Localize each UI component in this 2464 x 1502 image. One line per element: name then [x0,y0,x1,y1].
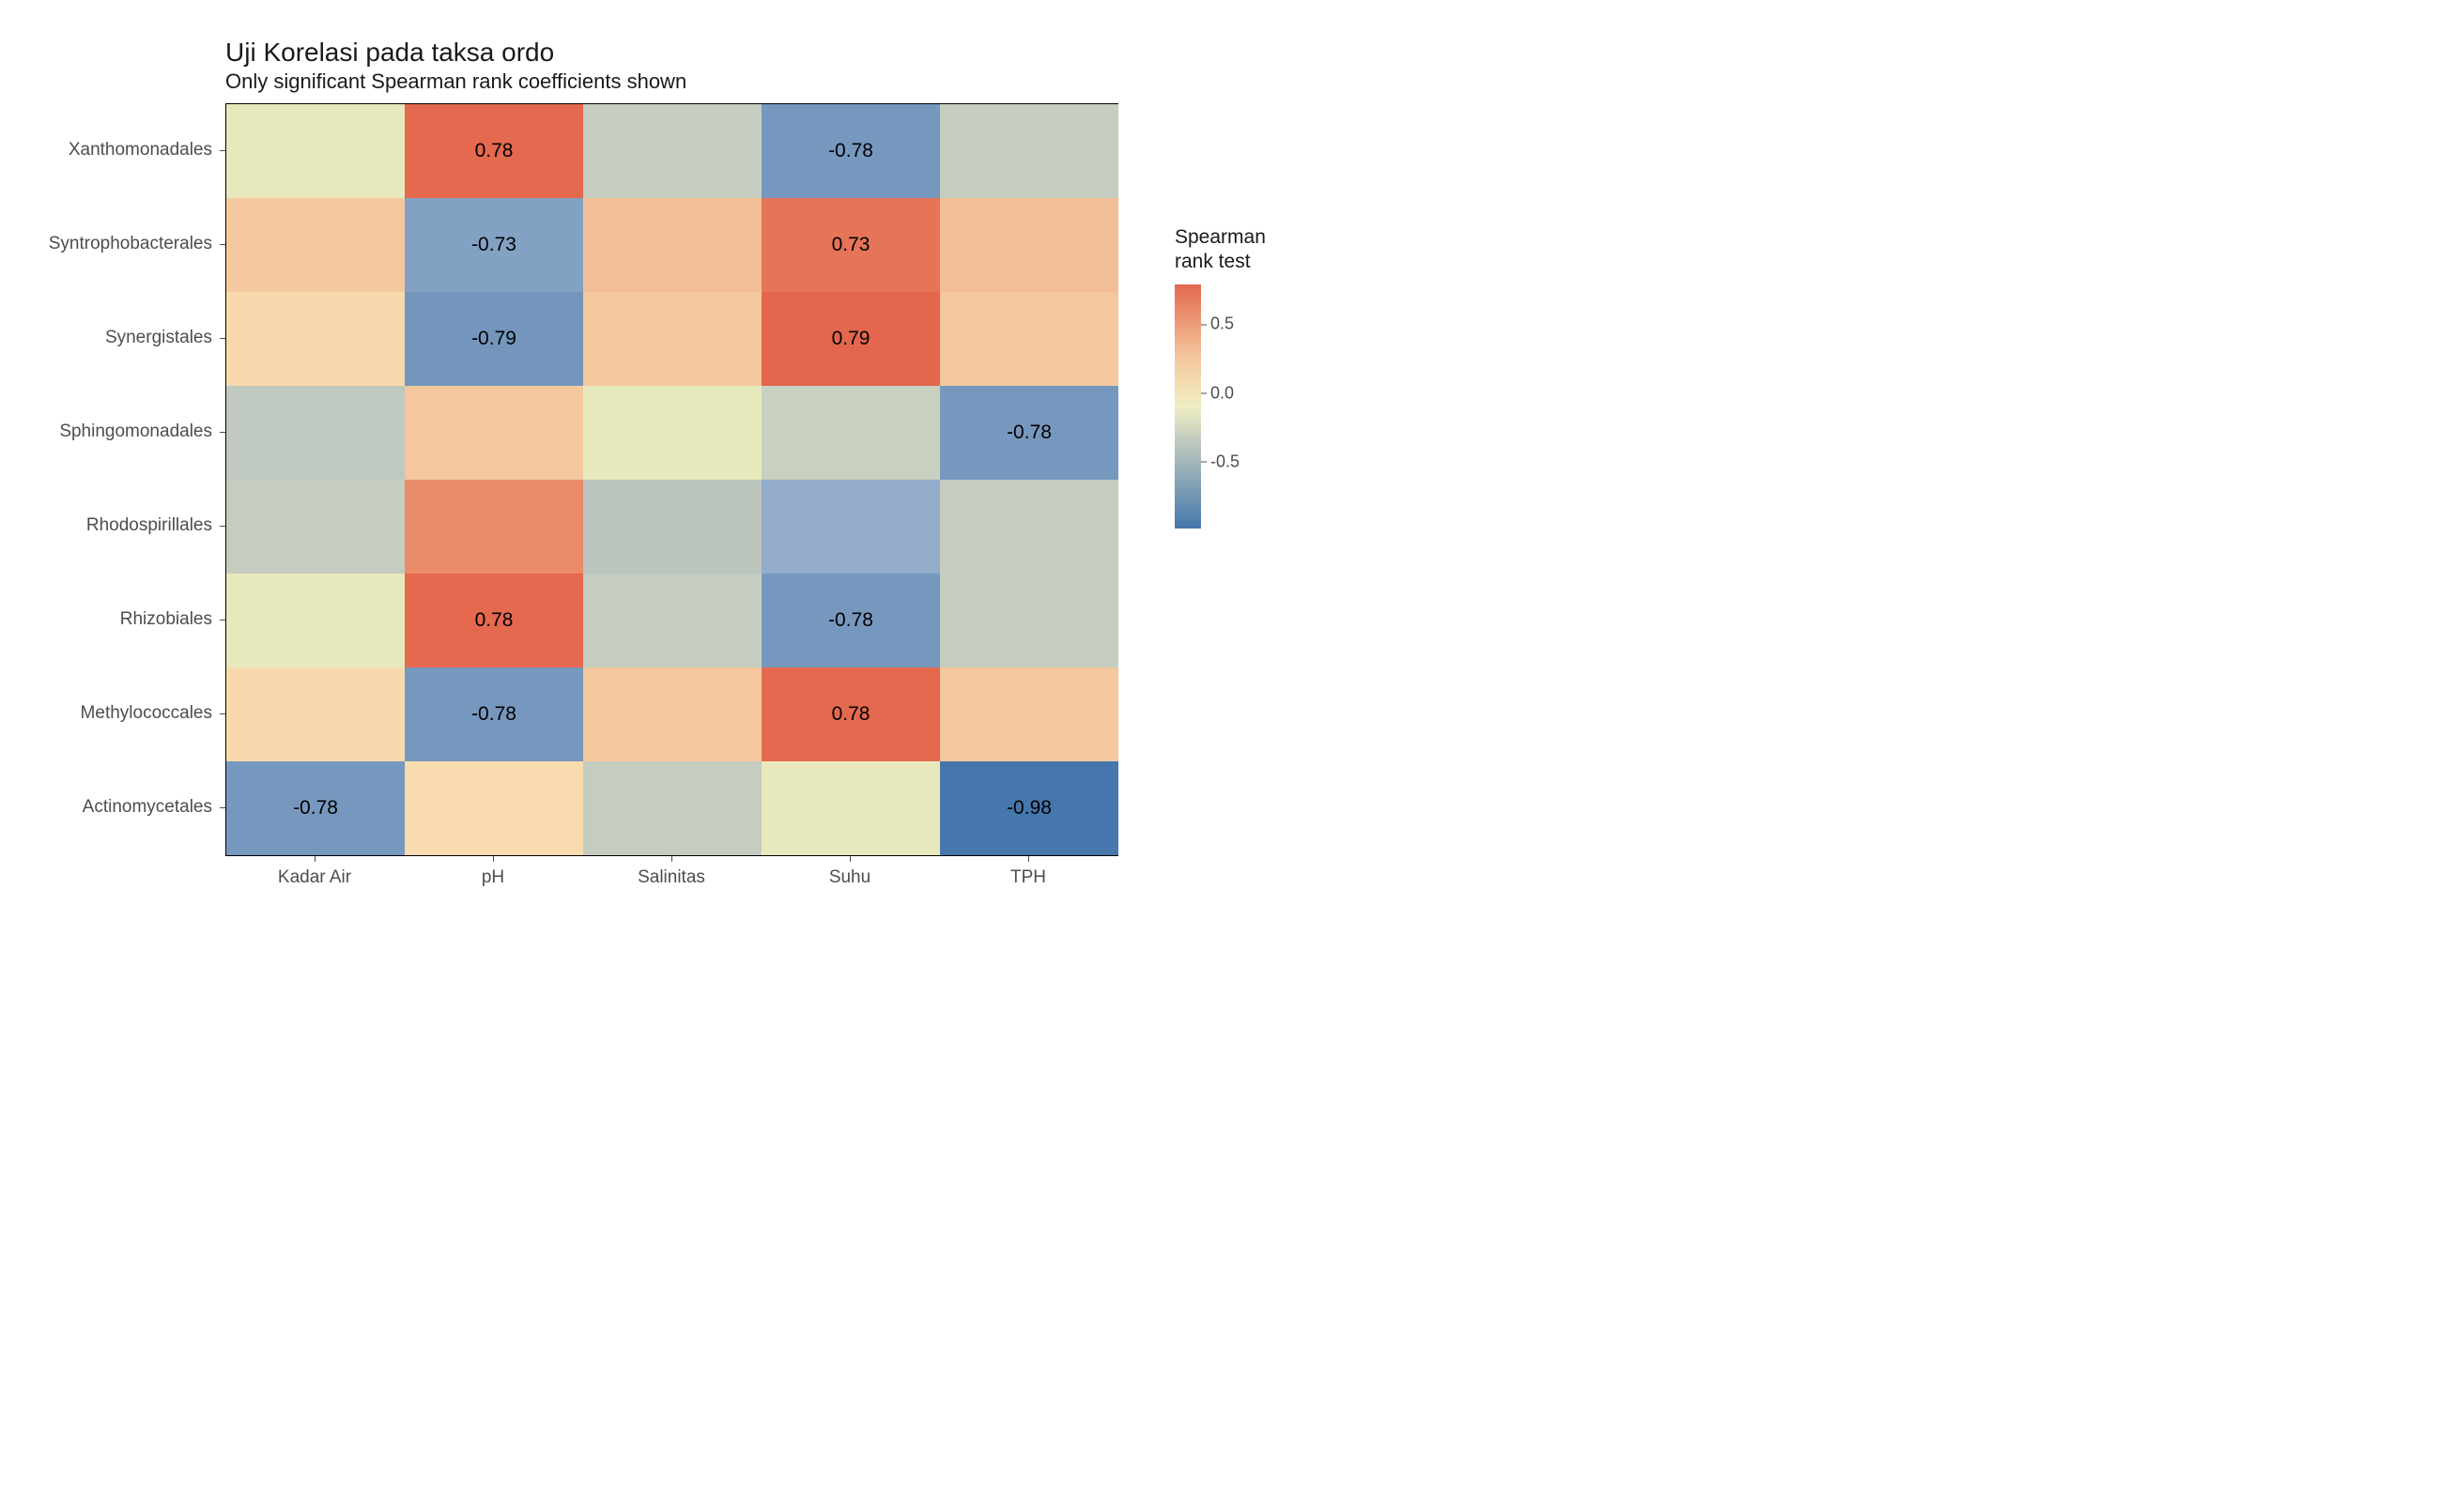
heatmap-cell [762,386,940,480]
heatmap-cell: -0.78 [226,761,405,855]
plot-row: XanthomonadalesSyntrophobacteralesSynerg… [38,103,1118,856]
heatmap-cell: -0.78 [940,386,1118,480]
y-tick-label: Xanthomonadales [38,103,225,197]
heatmap-cell: 0.73 [762,198,940,292]
y-tick-label: Syntrophobacterales [38,197,225,291]
heatmap-cell [583,667,762,761]
heatmap-cell [583,292,762,386]
heatmap-grid: 0.78-0.78-0.730.73-0.790.79-0.780.78-0.7… [225,103,1118,856]
heatmap-cell: -0.78 [762,574,940,667]
legend-body: 0.5 0.0 -0.5 [1175,284,1266,529]
chart-title: Uji Korelasi pada taksa ordo [225,38,1118,68]
heatmap-cell [226,292,405,386]
heatmap-cell [583,104,762,198]
legend-title-line1: Spearman [1175,226,1266,248]
legend-colorbar [1175,284,1201,529]
heatmap-cell: -0.78 [762,104,940,198]
y-tick-label: Methylococcales [38,667,225,760]
heatmap-cell [226,198,405,292]
legend-tick-label: -0.5 [1210,452,1240,471]
heatmap-cell [762,480,940,574]
heatmap-cell: 0.78 [405,574,583,667]
heatmap-cell [940,480,1118,574]
heatmap-cell [226,667,405,761]
heatmap-cell: -0.73 [405,198,583,292]
heatmap-cell [226,480,405,574]
heatmap-cell [583,386,762,480]
heatmap-cell [940,104,1118,198]
heatmap-cell: 0.78 [405,104,583,198]
heatmap-cell [226,574,405,667]
x-tick-label: pH [404,856,582,888]
legend: Spearman rank test 0.5 0.0 -0.5 [1175,225,1266,529]
x-tick-label: Salinitas [582,856,761,888]
heatmap-cell [940,292,1118,386]
chart-area: Uji Korelasi pada taksa ordo Only signif… [38,38,1118,888]
legend-title: Spearman rank test [1175,225,1266,275]
correlation-heatmap: Uji Korelasi pada taksa ordo Only signif… [38,38,2426,888]
y-tick-label: Rhodospirillales [38,479,225,573]
heatmap-cell [405,761,583,855]
heatmap-cell [583,761,762,855]
chart-titles: Uji Korelasi pada taksa ordo Only signif… [225,38,1118,94]
y-tick-label: Synergistales [38,291,225,385]
chart-subtitle: Only significant Spearman rank coefficie… [225,69,1118,94]
heatmap-cell: -0.79 [405,292,583,386]
heatmap-cell [940,667,1118,761]
heatmap-cell [940,198,1118,292]
y-tick-label: Actinomycetales [38,760,225,854]
heatmap-cell [583,480,762,574]
y-tick-label: Sphingomonadales [38,385,225,479]
heatmap-cell: 0.79 [762,292,940,386]
x-tick-label: Kadar Air [225,856,404,888]
x-tick-label: Suhu [761,856,939,888]
heatmap-cell: 0.78 [762,667,940,761]
legend-tick-label: 0.5 [1210,314,1234,334]
heatmap-cell: -0.98 [940,761,1118,855]
x-axis: Kadar AirpHSalinitasSuhuTPH [225,856,1118,888]
heatmap-cell [762,761,940,855]
y-tick-label: Rhizobiales [38,573,225,667]
heatmap-cell [583,574,762,667]
heatmap-cell [405,480,583,574]
y-axis: XanthomonadalesSyntrophobacteralesSynerg… [38,103,225,856]
heatmap-cell: -0.78 [405,667,583,761]
legend-title-line2: rank test [1175,251,1251,272]
heatmap-cell [940,574,1118,667]
heatmap-cell [583,198,762,292]
x-tick-label: TPH [939,856,1117,888]
heatmap-cell [405,386,583,480]
heatmap-cell [226,386,405,480]
legend-tick-label: 0.0 [1210,383,1234,403]
heatmap-cell [226,104,405,198]
